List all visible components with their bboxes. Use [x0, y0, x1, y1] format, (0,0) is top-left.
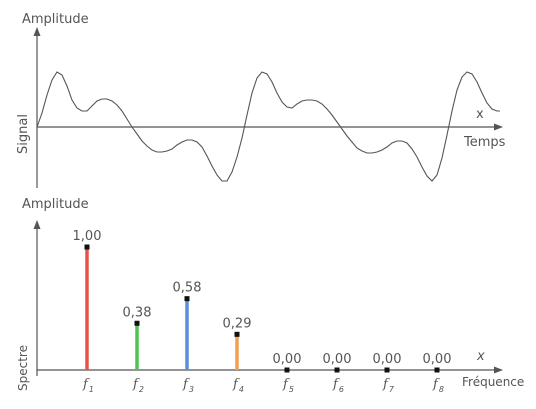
signal-y-axis-title: Amplitude — [22, 12, 89, 27]
spectrum-value-label-f5: 0,00 — [273, 352, 302, 367]
spectrum-value-label-f2: 0,38 — [123, 305, 152, 320]
signal-panel: Amplitude Signal x Temps — [16, 12, 506, 188]
spectrum-y-axis-title: Amplitude — [22, 197, 89, 212]
spectrum-tick-label-f8: f8 — [432, 377, 444, 394]
spectrum-x-symbol: x — [476, 349, 485, 364]
spectrum-bar-tip-f8 — [434, 367, 440, 373]
spectrum-bar-tip-f4 — [234, 331, 240, 337]
signal-x-axis-title: Temps — [463, 135, 506, 150]
spectrum-y-side-label: Spectre — [16, 345, 30, 391]
spectrum-value-label-f8: 0,00 — [423, 352, 452, 367]
signal-x-symbol: x — [476, 107, 484, 122]
spectrum-bar-tip-f3 — [184, 296, 190, 302]
spectrum-value-label-f7: 0,00 — [373, 352, 402, 367]
spectrum-bars: 1,00 f1 0,38 f2 0,58 f3 0,29 f4 0,00 f5 0,00 f6 0,00… — [73, 229, 452, 394]
spectrum-value-label-f6: 0,00 — [323, 352, 352, 367]
signal-x-axis-arrow — [494, 123, 503, 131]
spectrum-value-label-f4: 0,29 — [223, 316, 252, 331]
spectrum-x-axis-title: Fréquence — [462, 375, 524, 389]
spectrum-bar-tip-f7 — [384, 367, 390, 373]
spectrum-tick-label-f2: f2 — [132, 377, 144, 394]
spectrum-y-axis-arrow — [33, 220, 41, 229]
spectrum-tick-label-f6: f6 — [332, 377, 344, 394]
spectrum-value-label-f1: 1,00 — [73, 229, 102, 244]
spectrum-bar-tip-f2 — [134, 320, 140, 326]
spectrum-value-label-f3: 0,58 — [173, 281, 202, 296]
spectrum-tick-label-f3: f3 — [182, 377, 194, 394]
signal-curve — [36, 71, 500, 182]
signal-y-side-label: Signal — [16, 114, 31, 154]
spectrum-bar-tip-f5 — [284, 367, 290, 373]
spectrum-tick-label-f7: f7 — [382, 377, 395, 394]
signal-y-axis-arrow — [33, 27, 41, 36]
spectrum-panel: Amplitude Spectre x Fréquence 1,00 f1 0,38… — [16, 197, 524, 394]
spectrum-tick-label-f1: f1 — [82, 377, 94, 394]
spectrum-x-axis-arrow — [494, 366, 503, 374]
spectrum-bar-tip-f6 — [334, 367, 340, 373]
spectrum-tick-label-f4: f4 — [232, 377, 244, 394]
spectrum-tick-label-f5: f5 — [282, 377, 294, 394]
spectrum-bar-tip-f1 — [84, 244, 90, 250]
